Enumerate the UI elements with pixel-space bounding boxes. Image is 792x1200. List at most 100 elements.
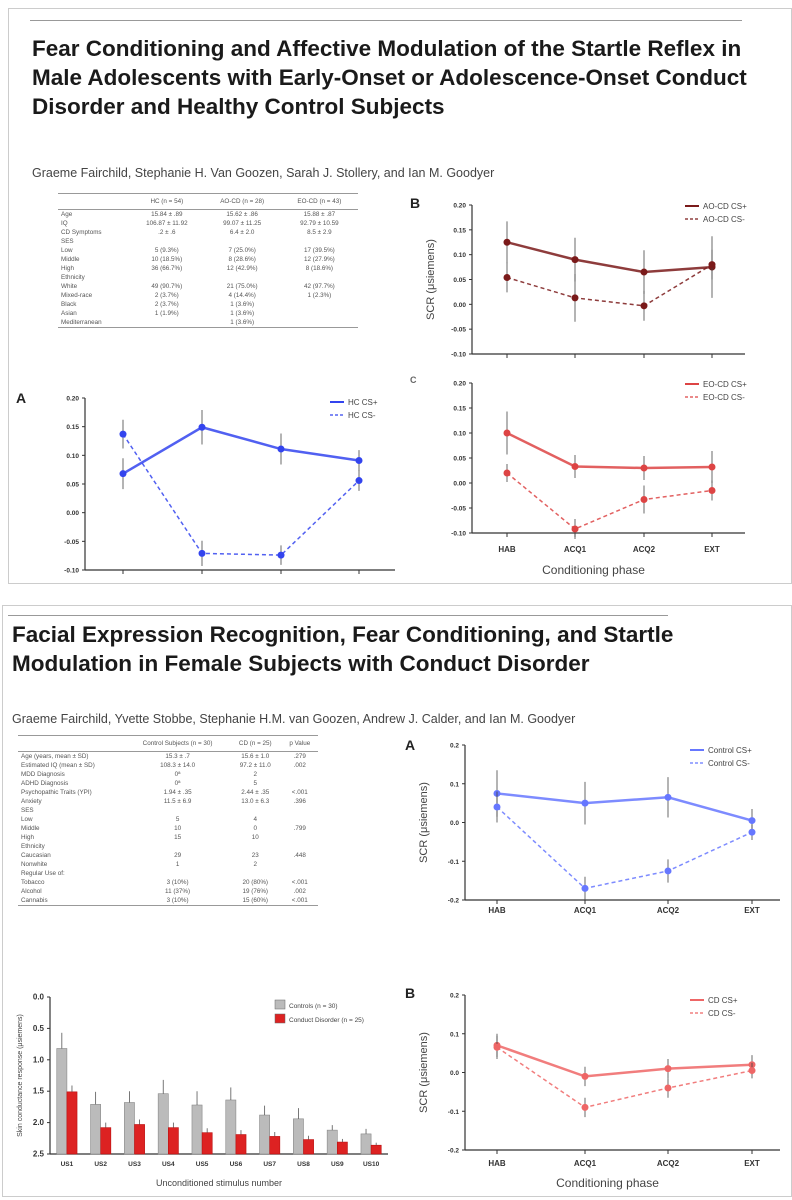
table-cell: 2 bbox=[253, 771, 258, 778]
table-cell: 3 (10%) bbox=[166, 897, 189, 904]
row-label: IQ bbox=[61, 220, 68, 227]
table-cell: 23 bbox=[251, 852, 259, 859]
row-label: ADHD Diagnosis bbox=[21, 780, 69, 787]
row-label: Psychopathic Traits (YPI) bbox=[21, 789, 92, 796]
data-point bbox=[640, 302, 648, 310]
table-cell: 36 (66.7%) bbox=[151, 265, 183, 272]
data-point bbox=[640, 268, 648, 276]
x-tick-label: US2 bbox=[94, 1161, 107, 1168]
row-label: Ethnicity bbox=[21, 843, 45, 850]
legend-label: CD CS- bbox=[708, 1009, 736, 1018]
table-cell: 15.62 ± .86 bbox=[226, 211, 258, 218]
row-label: Anxiety bbox=[21, 798, 42, 805]
row-label: Cannabis bbox=[21, 897, 48, 904]
panel-label-b: B bbox=[405, 985, 416, 1001]
data-point bbox=[664, 1084, 672, 1092]
y-axis-label: SCR (μsiemens) bbox=[418, 782, 430, 863]
y-axis-label: SCR (μsiemens) bbox=[425, 239, 437, 320]
y-tick-label: -0.05 bbox=[451, 506, 466, 513]
table-cell: 7 (25.0%) bbox=[228, 247, 256, 254]
table-row: Cannabis 3 (10%) 15 (60%) <.001 bbox=[18, 896, 318, 906]
x-tick-label: EXT bbox=[744, 1159, 760, 1168]
table-row: Tobacco 3 (10%) 20 (80%) <.001 bbox=[18, 878, 318, 887]
table-cell: 0ª bbox=[174, 780, 181, 787]
table-cell: 5 bbox=[253, 780, 258, 787]
data-point bbox=[493, 803, 501, 811]
y-tick-label: 0.2 bbox=[450, 993, 459, 1000]
y-tick-label: 0.20 bbox=[453, 203, 466, 210]
paper1-authors: Graeme Fairchild, Stephanie H. Van Gooze… bbox=[32, 166, 495, 180]
table-row: Ethnicity bbox=[18, 842, 318, 851]
x-axis-label: Unconditioned stimulus number bbox=[156, 1178, 282, 1188]
bar bbox=[235, 1134, 247, 1155]
bar bbox=[124, 1102, 135, 1155]
row-label: Asian bbox=[61, 310, 77, 317]
y-tick-label: -0.2 bbox=[448, 898, 460, 905]
column-header: EO-CD (n = 43) bbox=[297, 198, 342, 205]
table-cell: <.001 bbox=[291, 789, 308, 796]
data-point bbox=[640, 496, 648, 503]
table-row: Low 5 4 bbox=[18, 815, 318, 824]
table-cell: 12 (42.9%) bbox=[226, 265, 258, 272]
y-tick-label: 0.10 bbox=[453, 431, 466, 438]
y-tick-label: 0.0 bbox=[33, 993, 45, 1002]
table-cell: 8 (18.6%) bbox=[305, 265, 334, 272]
y-tick-label: 0.05 bbox=[66, 482, 79, 489]
row-label: Regular Use of: bbox=[21, 870, 65, 877]
table-cell: 5 (9.3%) bbox=[154, 247, 179, 254]
y-tick-label: -0.2 bbox=[448, 1148, 460, 1155]
y-tick-label: 2.0 bbox=[33, 1118, 45, 1127]
row-label: Caucasian bbox=[21, 852, 51, 859]
data-point bbox=[277, 551, 285, 559]
table-cell: 99.07 ± 11.25 bbox=[223, 220, 262, 227]
table-cell: .448 bbox=[293, 852, 306, 859]
table-cell: 1 (3.6%) bbox=[230, 319, 255, 326]
paper1-excerpt bbox=[8, 8, 792, 584]
data-point bbox=[119, 470, 127, 478]
row-label: Low bbox=[61, 247, 73, 254]
x-tick-label: ACQ2 bbox=[633, 545, 656, 554]
table-row: Age 15.84 ± .89 15.62 ± .86 15.88 ± .87 bbox=[58, 210, 358, 220]
bar bbox=[134, 1124, 145, 1155]
x-tick-label: US5 bbox=[196, 1161, 209, 1168]
row-label: Tobacco bbox=[21, 879, 45, 886]
table-row: Psychopathic Traits (YPI) 1.94 ± .35 2.44 … bbox=[18, 788, 318, 797]
table-cell: 92.79 ± 10.59 bbox=[300, 220, 339, 227]
y-tick-label: -0.05 bbox=[451, 327, 466, 334]
table-cell: 1 bbox=[175, 861, 180, 868]
data-point bbox=[503, 274, 511, 282]
y-axis-label: SCR (μsiemens) bbox=[418, 1032, 430, 1113]
table-row: SES bbox=[58, 237, 358, 246]
table-row: Ethnicity bbox=[58, 273, 358, 282]
paper1-title: Fear Conditioning and Affective Modulati… bbox=[32, 36, 747, 119]
table-row: High 15 10 bbox=[18, 833, 318, 842]
table-cell: 106.87 ± 11.92 bbox=[146, 220, 188, 227]
data-point bbox=[748, 817, 756, 825]
table-row: Regular Use of: bbox=[18, 869, 318, 878]
y-axis-label: Skin conductance response (μsiemens) bbox=[17, 1014, 24, 1137]
table-row: High 36 (66.7%) 12 (42.9%) 8 (18.6%) bbox=[58, 264, 358, 273]
row-label: Age (years, mean ± SD) bbox=[21, 753, 89, 760]
divider bbox=[8, 615, 668, 616]
paper2-authors: Graeme Fairchild, Yvette Stobbe, Stephan… bbox=[12, 712, 576, 726]
table-row: Alcohol 11 (37%) 19 (76%) .002 bbox=[18, 887, 318, 896]
data-point bbox=[493, 1043, 501, 1051]
y-tick-label: 0.15 bbox=[66, 424, 79, 431]
table-cell: .396 bbox=[293, 798, 306, 805]
table-cell: 11.5 ± 6.9 bbox=[163, 798, 192, 805]
table-row: ADHD Diagnosis 0ª 5 bbox=[18, 779, 318, 788]
table-cell: 2 (3.7%) bbox=[154, 292, 179, 299]
table-cell: 15.6 ± 1.0 bbox=[241, 753, 270, 760]
panel-label-a: A bbox=[405, 737, 416, 753]
data-point bbox=[664, 1065, 672, 1073]
y-tick-label: -0.05 bbox=[64, 539, 79, 546]
table-cell: .2 ± .6 bbox=[158, 229, 176, 236]
bar bbox=[259, 1114, 270, 1155]
y-tick-label: 1.0 bbox=[33, 1055, 45, 1064]
table-row: CD Symptoms .2 ± .6 6.4 ± 2.0 8.5 ± 2.9 bbox=[58, 228, 358, 237]
data-point bbox=[664, 793, 672, 801]
table-cell: 6.4 ± 2.0 bbox=[229, 229, 255, 236]
x-tick-label: US4 bbox=[162, 1161, 175, 1168]
y-tick-label: -0.1 bbox=[448, 1109, 460, 1116]
x-tick-label: ACQ2 bbox=[657, 906, 680, 915]
